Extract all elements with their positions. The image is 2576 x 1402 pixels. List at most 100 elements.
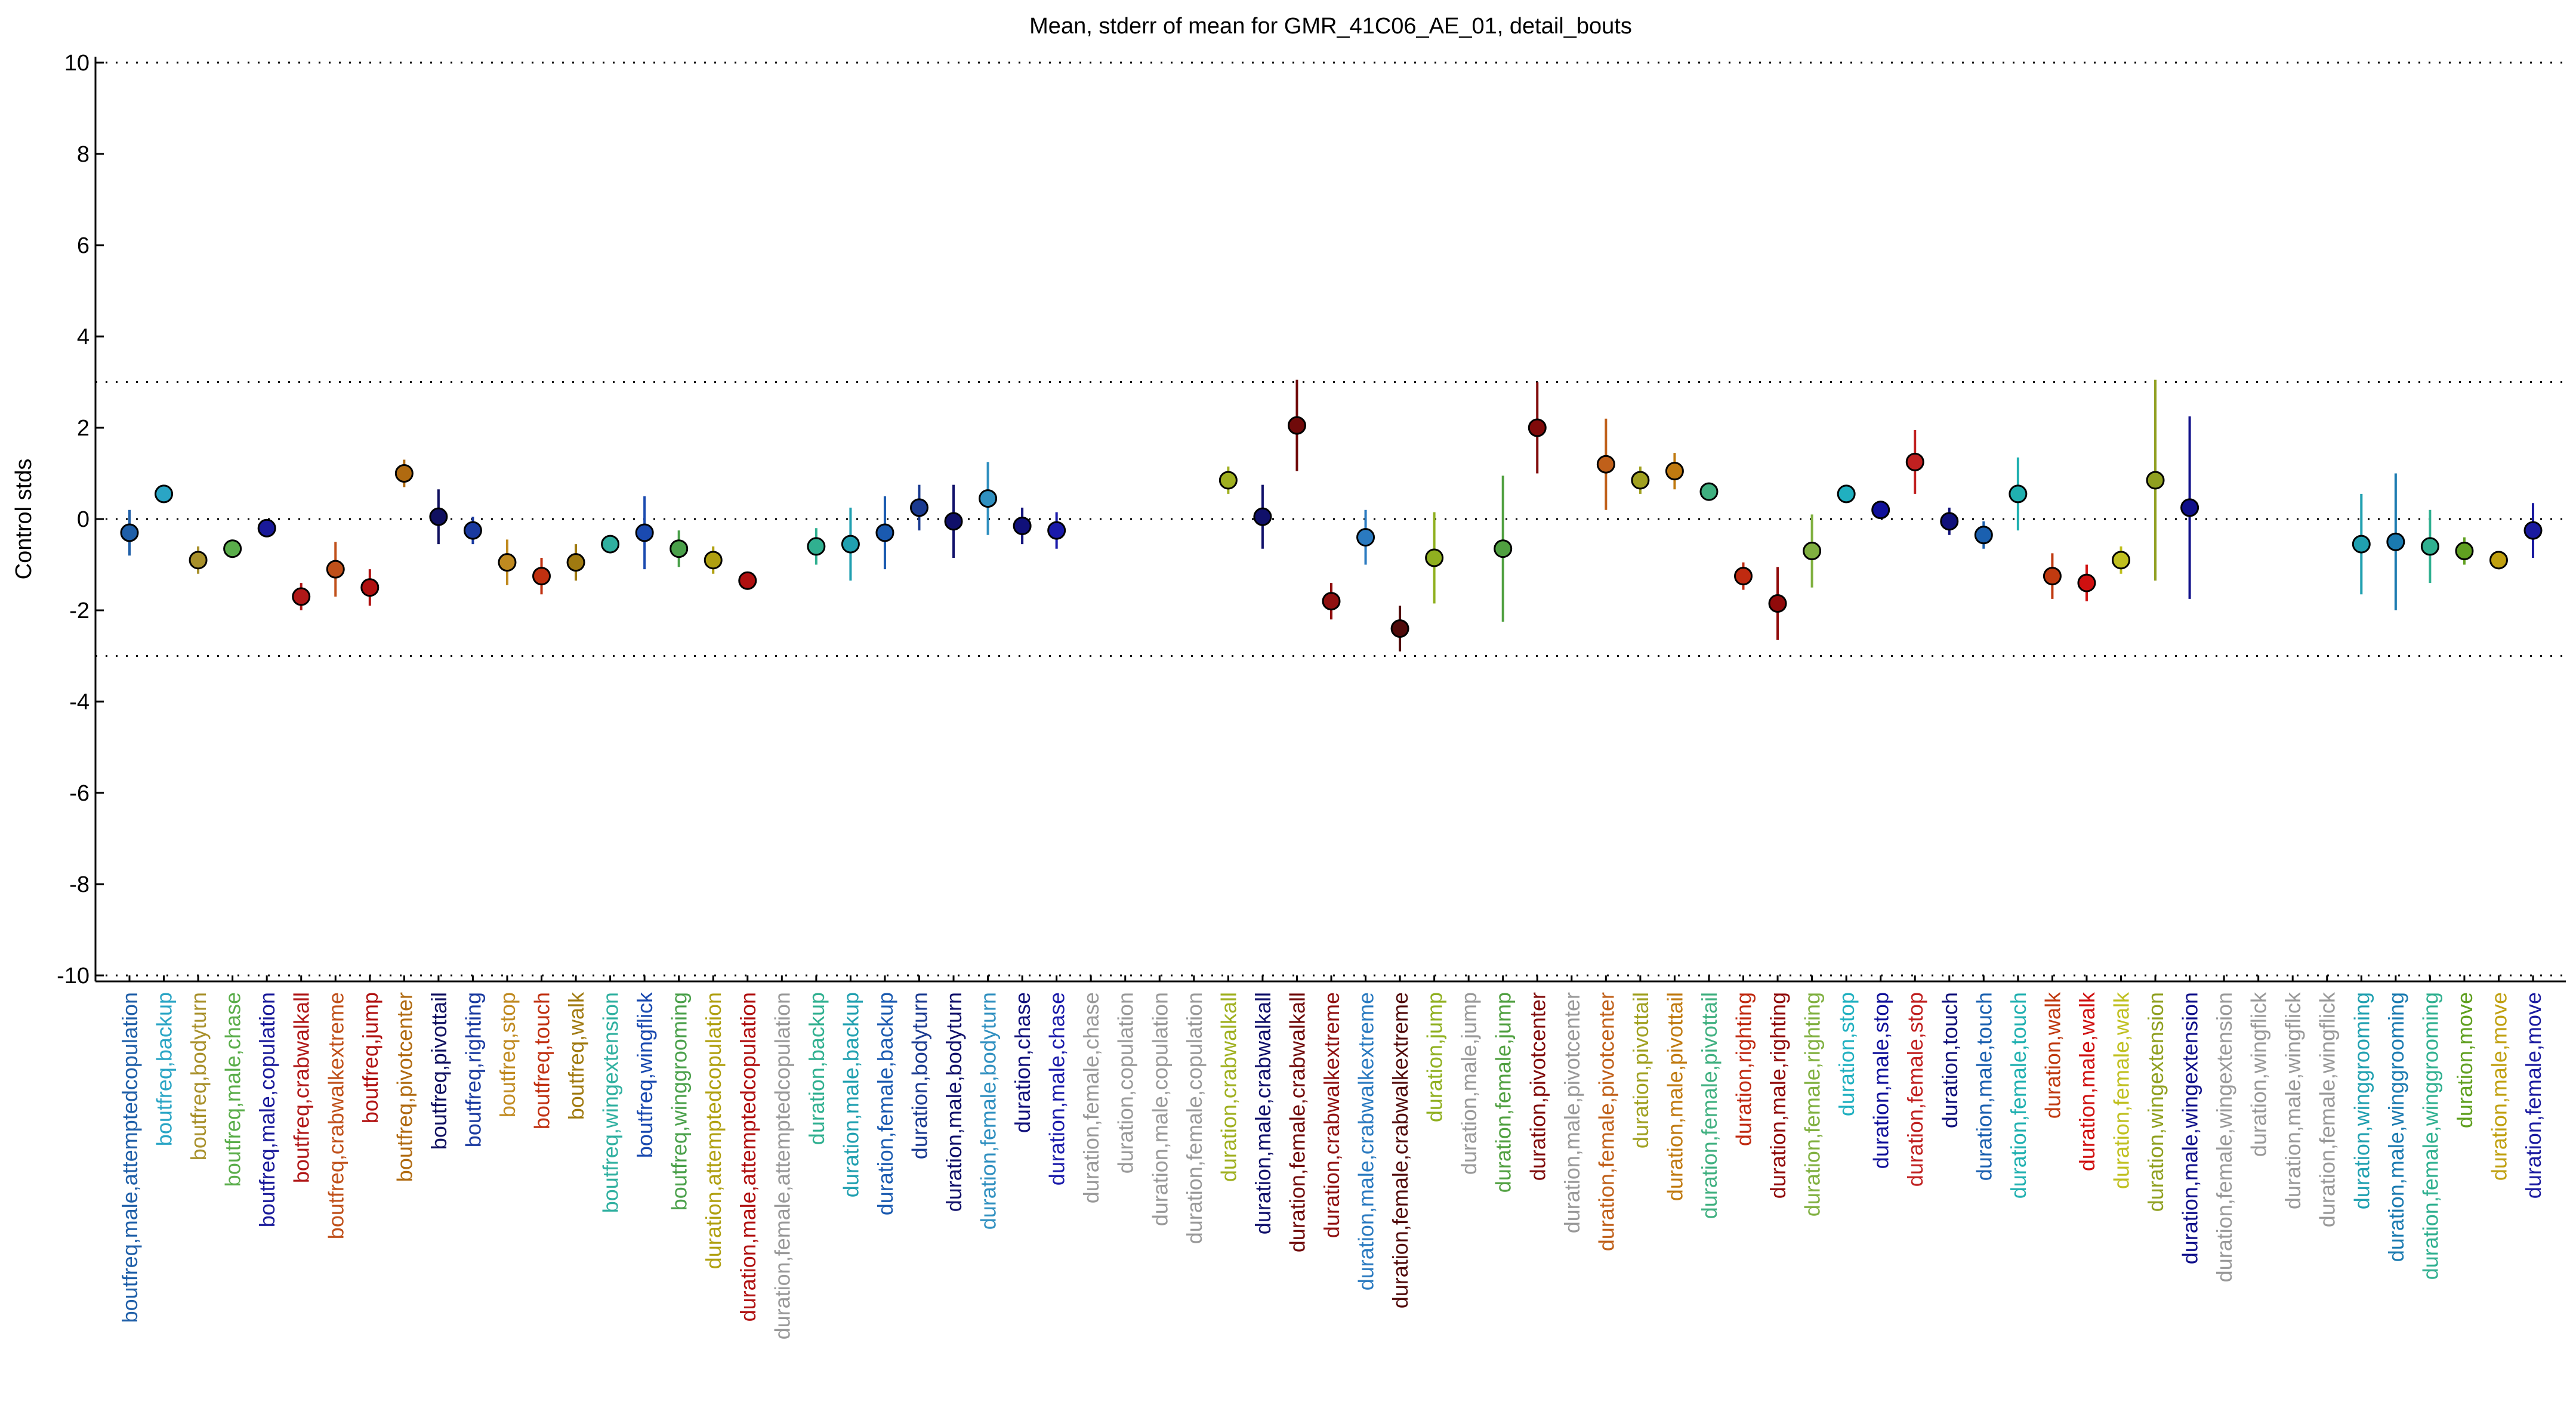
mean-marker: [2009, 484, 2028, 504]
x-tick-label: duration,female,pivotcenter: [1594, 992, 1618, 1251]
mean-marker: [1940, 512, 1959, 531]
x-tick-label: duration,male,touch: [1972, 992, 1996, 1181]
x-tick-label: boutfreq,touch: [530, 992, 554, 1129]
x-tick-label: duration,male,winggrooming: [2384, 992, 2408, 1262]
mean-marker: [1425, 548, 1444, 567]
x-tick-label: duration,crabwalkextreme: [1319, 992, 1344, 1238]
x-tick-label: duration,walk: [2040, 992, 2065, 1119]
x-tick-label: boutfreq,jump: [358, 992, 382, 1123]
mean-marker: [635, 523, 654, 542]
mean-marker: [498, 553, 517, 572]
x-tick-label: duration,male,backup: [838, 992, 863, 1197]
x-tick-label: duration,male,walk: [2075, 992, 2099, 1171]
mean-marker: [1734, 567, 1753, 586]
mean-marker: [738, 571, 757, 590]
x-tick-label: duration,backup: [804, 992, 829, 1145]
mean-marker: [601, 535, 620, 554]
mean-marker: [2352, 535, 2371, 554]
y-tick-label: -8: [69, 872, 90, 897]
x-tick-label: duration,pivottail: [1628, 992, 1653, 1148]
x-tick-label: duration,pivotcenter: [1525, 992, 1550, 1181]
mean-marker: [1871, 501, 1890, 520]
x-tick-label: boutfreq,male,copulation: [255, 992, 279, 1227]
mean-marker: [2523, 521, 2543, 540]
x-tick-label: duration,male,bodyturn: [942, 992, 966, 1212]
mean-marker: [1803, 542, 1822, 561]
x-tick-label: duration,female,move: [2521, 992, 2546, 1199]
x-tick-label: duration,male,jump: [1457, 992, 1481, 1175]
x-tick-label: duration,male,crabwalkall: [1251, 992, 1275, 1234]
y-tick-label: -4: [69, 690, 90, 715]
x-tick-label: duration,attemptedcopulation: [701, 992, 726, 1269]
x-tick-label: duration,male,crabwalkextreme: [1354, 992, 1378, 1290]
mean-marker: [704, 551, 723, 570]
mean-marker: [1356, 528, 1375, 547]
x-tick-label: duration,jump: [1423, 992, 1447, 1122]
mean-marker: [1905, 452, 1924, 471]
x-tick-label: duration,female,wingflick: [2315, 992, 2340, 1227]
mean-marker: [292, 587, 311, 606]
x-tick-label: boutfreq,wingflick: [633, 992, 657, 1158]
x-tick-label: duration,chase: [1010, 992, 1035, 1133]
mean-marker: [2420, 537, 2439, 556]
mean-marker: [360, 578, 380, 597]
x-tick-label: duration,female,attemptedcopulation: [770, 992, 794, 1339]
mean-marker: [909, 498, 928, 517]
x-tick-label: duration,female,righting: [1800, 992, 1825, 1216]
x-tick-label: duration,bodyturn: [907, 992, 931, 1159]
y-tick-label: 8: [77, 142, 90, 167]
mean-marker: [944, 512, 963, 531]
x-tick-label: duration,female,crabwalkextreme: [1388, 992, 1412, 1308]
mean-marker: [2146, 471, 2165, 490]
mean-marker: [566, 553, 585, 572]
x-tick-label: duration,male,chase: [1045, 992, 1069, 1185]
mean-marker: [394, 464, 414, 483]
x-tick-label: duration,touch: [1938, 992, 1962, 1128]
x-tick-label: duration,female,wingextension: [2212, 992, 2236, 1282]
x-tick-label: boutfreq,male,attemptedcopulation: [118, 992, 142, 1323]
x-tick-label: boutfreq,crabwalkextreme: [323, 992, 348, 1239]
y-tick-label: 2: [77, 416, 90, 441]
x-tick-label: duration,female,crabwalkall: [1285, 992, 1309, 1252]
x-tick-label: duration,wingextension: [2143, 992, 2168, 1212]
x-tick-label: duration,stop: [1834, 992, 1859, 1116]
mean-marker: [2455, 542, 2474, 561]
x-tick-label: boutfreq,pivottail: [427, 992, 451, 1150]
mean-marker: [155, 484, 174, 504]
x-tick-label: duration,female,walk: [2109, 992, 2133, 1189]
mean-marker: [1768, 594, 1787, 613]
mean-marker: [1253, 507, 1272, 526]
mean-marker: [979, 489, 998, 508]
mean-marker: [1322, 592, 1341, 611]
mean-marker: [807, 537, 826, 556]
y-tick-label: 0: [77, 507, 90, 532]
mean-marker: [1596, 455, 1615, 474]
mean-marker: [189, 551, 208, 570]
x-tick-label: duration,move: [2452, 992, 2477, 1128]
mean-marker: [532, 567, 551, 586]
y-tick-label: 10: [64, 51, 90, 76]
mean-marker: [2180, 498, 2199, 517]
x-tick-label: duration,winggrooming: [2349, 992, 2374, 1209]
x-tick-label: duration,male,copulation: [1147, 992, 1172, 1226]
x-tick-label: duration,female,jump: [1491, 992, 1516, 1193]
x-tick-label: boutfreq,backup: [152, 992, 177, 1146]
mean-marker: [1974, 526, 1993, 545]
x-tick-label: duration,male,wingflick: [2281, 992, 2305, 1209]
mean-marker: [1699, 482, 1719, 501]
mean-marker: [429, 507, 448, 526]
mean-marker: [120, 523, 139, 542]
mean-marker: [1013, 516, 1032, 535]
x-tick-label: duration,female,stop: [1903, 992, 1927, 1187]
mean-marker: [1287, 416, 1306, 435]
mean-marker: [326, 560, 345, 579]
x-tick-label: boutfreq,winggrooming: [667, 992, 692, 1210]
x-tick-label: duration,female,bodyturn: [976, 992, 1001, 1230]
x-tick-label: boutfreq,male,chase: [221, 992, 245, 1187]
mean-marker: [670, 539, 689, 558]
y-tick-label: -6: [69, 781, 90, 806]
x-tick-label: duration,female,backup: [873, 992, 897, 1215]
mean-marker: [1665, 462, 1684, 481]
x-tick-label: duration,male,move: [2486, 992, 2511, 1181]
x-tick-label: duration,male,pivottail: [1662, 992, 1687, 1201]
